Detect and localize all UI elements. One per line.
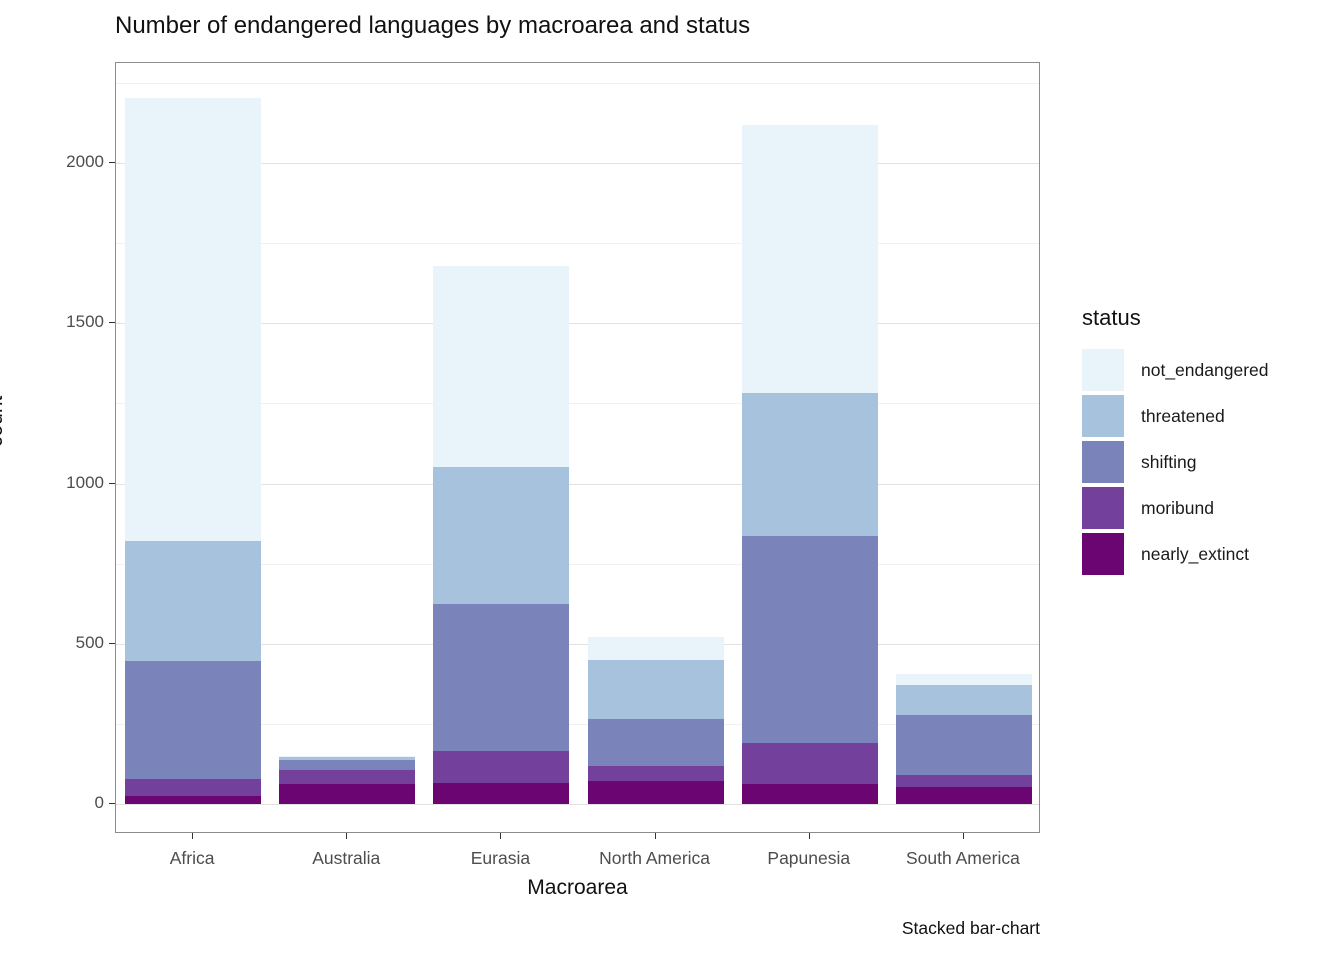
x-tick-label: Africa [169,848,215,868]
bar-segment-not_endangered [279,755,416,757]
bar-segment-not_endangered [741,124,878,393]
bar-segment-moribund [895,775,1032,787]
bar-segment-nearly_extinct [587,780,724,804]
bar-segment-not_endangered [125,97,262,542]
legend-swatch-nearly_extinct [1082,533,1124,575]
bar-segment-threatened [279,756,416,761]
x-tick-mark [500,833,502,839]
y-axis-title: count [0,395,7,447]
x-tick-mark [962,833,964,839]
gridline-minor [116,243,1039,245]
x-tick-label: South America [906,848,1020,868]
legend-item: moribund [1082,487,1332,529]
bar-segment-threatened [433,467,570,605]
legend: status not_endangered threatened shifting m… [1082,305,1332,579]
gridline-minor [116,403,1039,405]
legend-label: moribund [1141,497,1214,518]
bar-segment-nearly_extinct [279,784,416,804]
bar-segment-threatened [125,541,262,662]
gridline-minor [116,723,1039,725]
x-tick-label: Australia [312,848,381,868]
legend-item: nearly_extinct [1082,533,1332,575]
x-tick-label: Eurasia [470,848,531,868]
y-tick-label: 1500 [66,312,104,332]
gridline-major [116,804,1039,805]
legend-item: threatened [1082,395,1332,437]
bar-segment-threatened [895,685,1032,716]
gridline-major [116,483,1039,485]
x-tick-mark [192,833,194,839]
legend-label: threatened [1141,405,1225,426]
y-tick-label: 500 [75,632,104,652]
bar-segment-threatened [587,660,724,719]
bar-segment-moribund [433,751,570,784]
gridline-major [116,643,1039,645]
bar-segment-nearly_extinct [895,787,1032,804]
bar-segment-moribund [279,770,416,785]
bar-segment-shifting [741,536,878,743]
bar-segment-nearly_extinct [125,795,262,804]
x-axis-title: Macroarea [527,876,628,899]
x-tick-mark [346,833,348,839]
bar-segment-shifting [125,661,262,780]
legend-items: not_endangered threatened shifting moribund… [1082,349,1332,575]
y-tick-mark [109,162,115,163]
y-tick-mark [109,803,115,804]
bar-segment-nearly_extinct [433,783,570,804]
gridline-major [116,163,1039,164]
legend-item: not_endangered [1082,349,1332,391]
x-tick-mark [654,833,656,839]
y-tick-mark [109,642,115,644]
y-tick-mark [109,322,115,324]
legend-swatch-moribund [1082,487,1124,529]
y-tick-label: 1000 [66,472,104,492]
bar-segment-moribund [741,742,878,785]
bar-segment-shifting [587,718,724,766]
bar-segment-nearly_extinct [741,784,878,804]
bar-segment-not_endangered [895,673,1032,686]
legend-item: shifting [1082,441,1332,483]
x-tick-label: Papunesia [767,848,851,868]
bar-segment-shifting [279,760,416,770]
bar-segment-moribund [587,765,724,781]
legend-label: shifting [1141,451,1197,472]
bar-segment-not_endangered [433,265,570,468]
legend-title: status [1082,305,1141,330]
bar-segment-shifting [433,604,570,752]
gridline-minor [116,563,1039,565]
bar-segment-threatened [741,392,878,537]
legend-label: nearly_extinct [1141,543,1249,564]
bar-segment-shifting [895,715,1032,776]
x-tick-label: North America [599,848,711,868]
legend-swatch-not_endangered [1082,349,1124,391]
y-tick-label: 2000 [66,152,104,171]
x-tick-mark [808,833,810,839]
caption: Stacked bar-chart [901,918,1040,938]
chart-title: Number of endangered languages by macroa… [115,12,751,39]
bar-segment-moribund [125,779,262,796]
bar-segment-not_endangered [587,637,724,661]
legend-label: not_endangered [1141,359,1269,380]
plot-panel [115,62,1040,833]
gridline-minor [116,82,1039,84]
gridline-major [116,323,1039,325]
y-tick-label: 0 [94,793,104,812]
legend-swatch-threatened [1082,395,1124,437]
y-tick-mark [109,482,115,484]
legend-swatch-shifting [1082,441,1124,483]
